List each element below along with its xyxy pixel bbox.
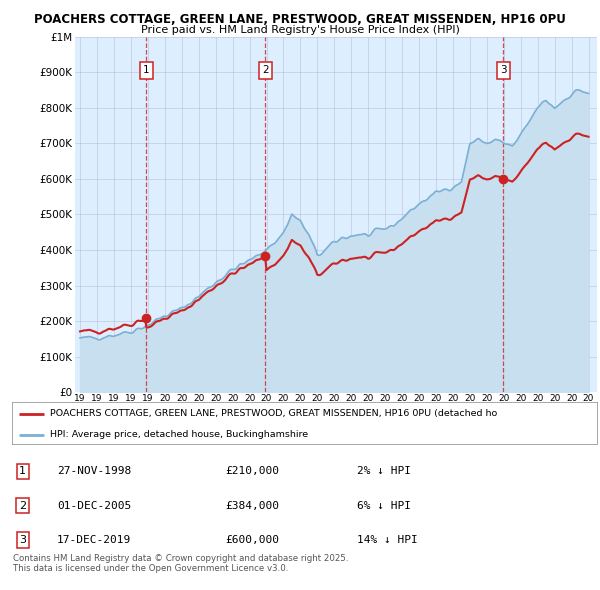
Text: 14% ↓ HPI: 14% ↓ HPI	[357, 535, 418, 545]
Text: HPI: Average price, detached house, Buckinghamshire: HPI: Average price, detached house, Buck…	[50, 430, 308, 439]
Text: 1: 1	[19, 467, 26, 476]
Text: £384,000: £384,000	[225, 501, 279, 510]
Text: £600,000: £600,000	[225, 535, 279, 545]
Text: Price paid vs. HM Land Registry's House Price Index (HPI): Price paid vs. HM Land Registry's House …	[140, 25, 460, 35]
Text: 2: 2	[19, 501, 26, 510]
Text: 01-DEC-2005: 01-DEC-2005	[57, 501, 131, 510]
Text: 27-NOV-1998: 27-NOV-1998	[57, 467, 131, 476]
Text: £210,000: £210,000	[225, 467, 279, 476]
Text: 3: 3	[19, 535, 26, 545]
Text: 17-DEC-2019: 17-DEC-2019	[57, 535, 131, 545]
Text: 6% ↓ HPI: 6% ↓ HPI	[357, 501, 411, 510]
Text: 1: 1	[143, 65, 149, 76]
Text: POACHERS COTTAGE, GREEN LANE, PRESTWOOD, GREAT MISSENDEN, HP16 0PU: POACHERS COTTAGE, GREEN LANE, PRESTWOOD,…	[34, 13, 566, 26]
Text: 2: 2	[262, 65, 268, 76]
Text: POACHERS COTTAGE, GREEN LANE, PRESTWOOD, GREAT MISSENDEN, HP16 0PU (detached ho: POACHERS COTTAGE, GREEN LANE, PRESTWOOD,…	[50, 409, 497, 418]
Text: 2% ↓ HPI: 2% ↓ HPI	[357, 467, 411, 476]
Text: 3: 3	[500, 65, 506, 76]
Text: Contains HM Land Registry data © Crown copyright and database right 2025.
This d: Contains HM Land Registry data © Crown c…	[13, 554, 349, 573]
